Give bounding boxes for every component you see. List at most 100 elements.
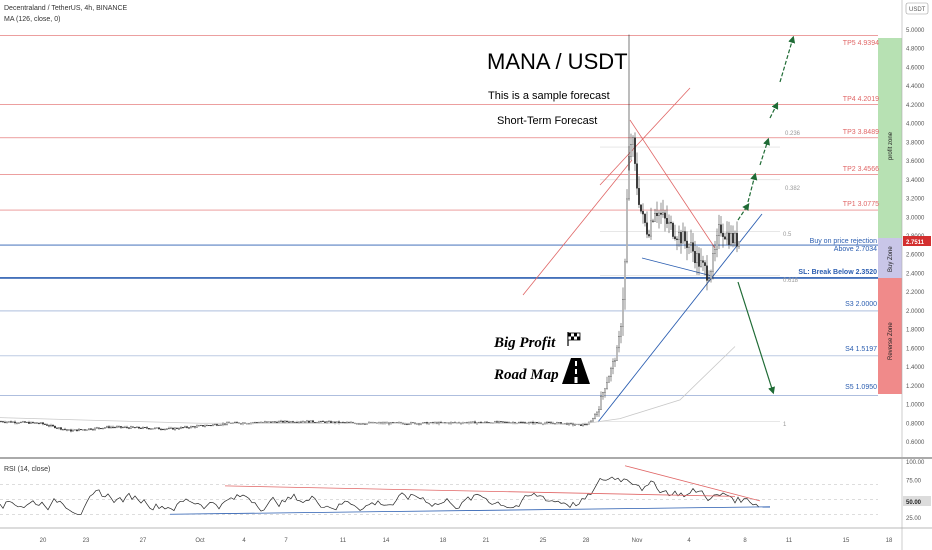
currency-badge[interactable]: USDT [909,7,926,13]
candle-body [496,421,498,423]
candle-body [470,421,472,423]
candle-body [480,421,482,424]
channel-line-lower[interactable] [522,159,633,296]
candle-body [216,424,218,426]
candle-body [140,427,142,429]
candle-body [180,427,182,429]
y-tick-label: 2.4000 [906,271,925,277]
y-tick-label: 3.2000 [906,197,925,203]
rsi-resistance-line-2[interactable] [624,465,761,502]
candle-body [40,422,42,424]
rsi-support-line[interactable] [169,506,771,515]
tp3-label: TP3 3.8489 [843,129,879,136]
candle-body [46,424,48,426]
candle-body [692,242,694,252]
x-tick-label: 25 [540,538,547,544]
candle-body [64,428,66,430]
candle-body [690,242,692,245]
candle-body [200,425,202,427]
y-tick-label: 4.0000 [906,122,925,128]
candle-body [112,426,114,428]
candle-body [186,426,188,428]
candle-body [202,425,204,427]
support-trendline[interactable] [597,213,763,423]
candle-body [304,421,306,423]
candle-body [356,423,358,425]
candle-body [294,422,296,424]
candle-body [102,427,104,429]
rsi-resistance-line[interactable] [224,485,736,497]
forecast-down-arrow[interactable] [737,281,775,395]
candle-body [144,427,146,429]
above-level-label: Above 2.7034 [834,246,877,253]
candle-body [722,232,724,237]
candle-body [334,421,336,424]
buy-zone-box [878,238,902,278]
candle-body [640,204,642,212]
candle-body [712,253,714,272]
forecast-up-arrow[interactable] [737,203,750,221]
candle-body [632,137,634,145]
candle-body [122,427,124,429]
candle-body [530,421,532,423]
candle-body [196,425,198,428]
candle-body [120,426,122,428]
candle-body [118,426,120,428]
candle-body [664,212,666,219]
forecast-up-arrow[interactable] [759,137,770,166]
rsi-y-tick-label: 100.00 [906,460,925,466]
triangle-upper[interactable] [629,119,716,249]
candle-body [206,425,208,427]
y-tick-label: 2.2000 [906,290,925,296]
candle-body [592,418,594,422]
candle-body [286,420,288,423]
x-tick-label: 11 [340,538,347,544]
candle-body [104,427,106,429]
candle-body [340,422,342,424]
candle-body [518,422,520,424]
candle-body [610,368,612,377]
sample-forecast-text: This is a sample forecast [488,90,610,102]
forecast-up-arrow[interactable] [779,35,796,83]
road-icon [562,358,590,384]
candle-body [674,236,676,240]
reverse-zone-box [878,278,902,394]
candle-body [172,427,174,430]
candle-body [280,420,282,422]
x-tick-label: 28 [583,538,590,544]
channel-line-upper[interactable] [599,87,691,186]
candle-body [672,222,674,237]
candle-body [694,251,696,264]
rsi-y-tick-label: 75.00 [906,479,922,485]
candle-body [622,299,624,327]
candle-body [100,428,102,430]
candle-body [652,220,654,222]
candle-body [0,421,2,423]
candle-body [364,423,366,425]
candle-body [328,421,330,423]
forecast-up-arrow[interactable] [769,101,779,119]
y-tick-label: 1.8000 [906,328,925,334]
candle-body [598,409,600,413]
candle-body [110,426,112,428]
rsi-indicator-label: RSI (14, close) [4,466,50,473]
candle-body [582,423,584,426]
triangle-lower[interactable] [641,257,713,277]
candle-body [150,428,152,430]
candle-body [728,232,730,245]
forecast-up-arrow[interactable] [747,172,758,203]
candle-body [106,426,108,428]
candle-body [136,426,138,428]
candle-body [730,233,732,245]
candle-body [152,428,154,430]
x-tick-label: 8 [743,538,747,544]
x-tick-label: 15 [843,538,850,544]
candle-body [134,427,136,429]
candle-body [498,421,500,423]
candle-body [88,428,90,431]
candle-body [726,232,728,240]
candle-body [612,361,614,369]
candle-body [214,424,216,426]
candle-body [142,427,144,429]
